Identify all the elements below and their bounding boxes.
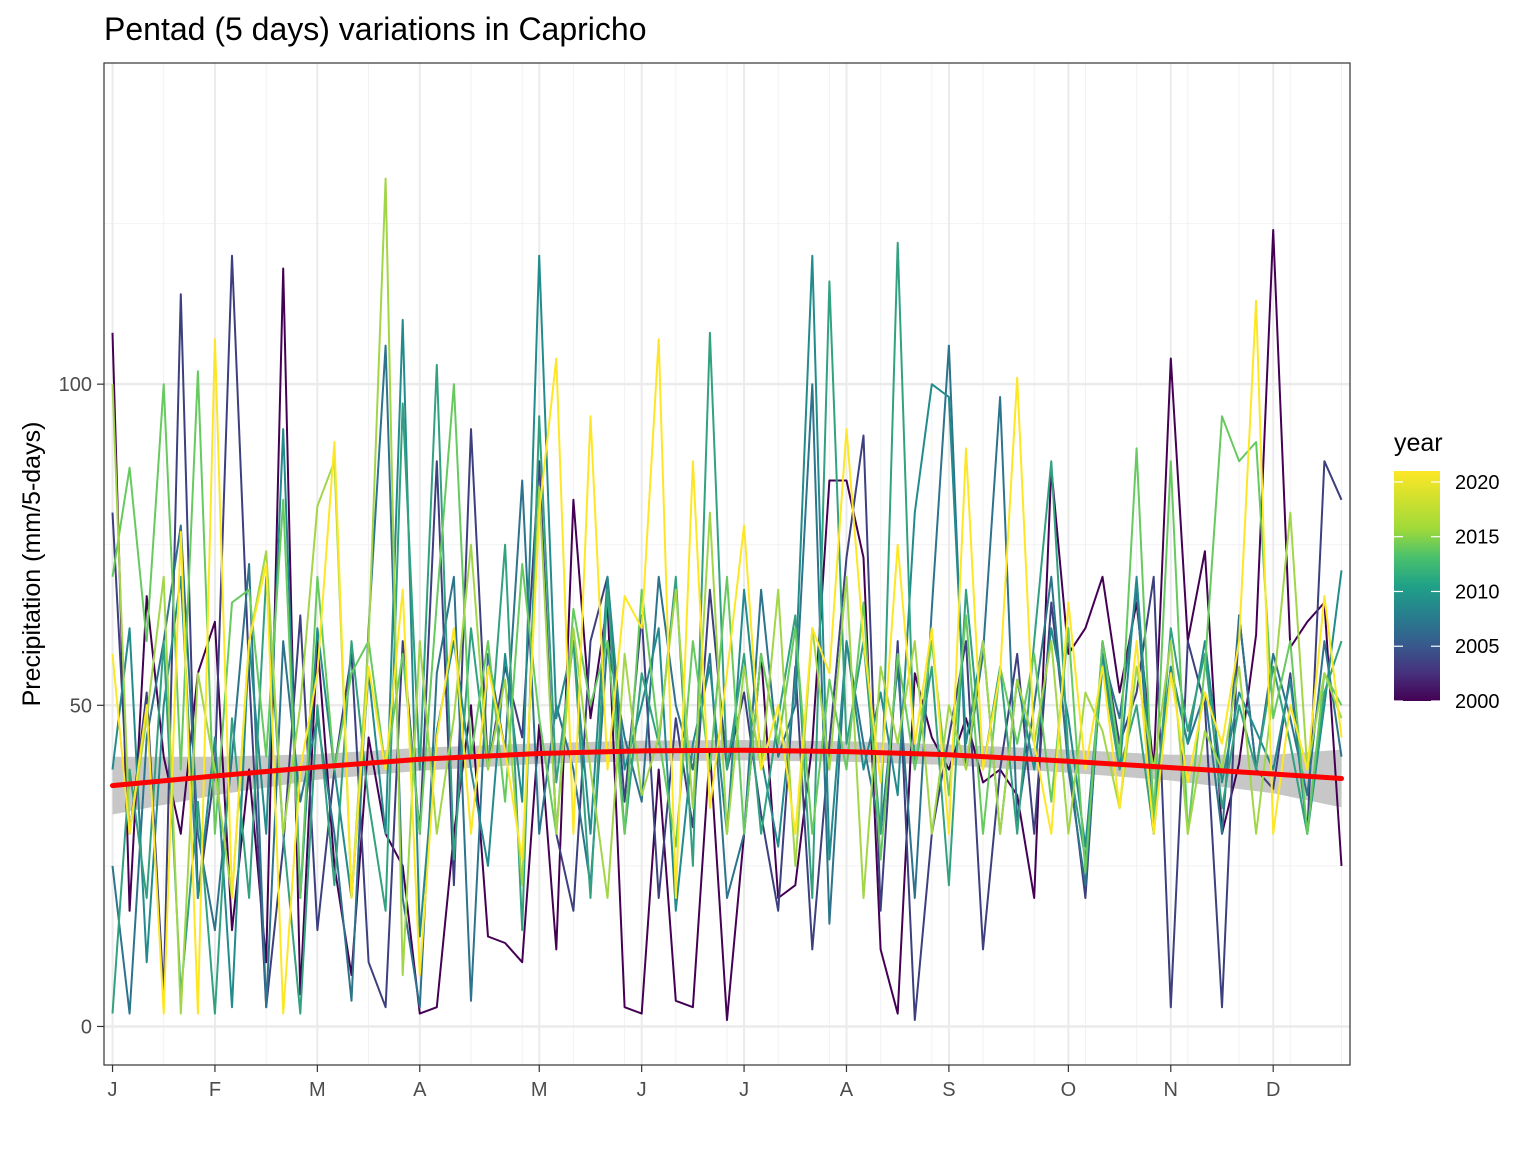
- chart-title: Pentad (5 days) variations in Capricho: [104, 11, 647, 47]
- x-tick-label: J: [739, 1079, 749, 1101]
- series-line-2012: [111, 241, 1343, 1015]
- y-tick-label: 0: [81, 1016, 92, 1038]
- legend-label: 2020: [1455, 472, 1500, 494]
- legend-title: year: [1394, 429, 1443, 457]
- x-tick-label: M: [309, 1079, 326, 1101]
- series-line-2018: [111, 177, 1343, 1015]
- y-axis-label: Precipitation (mm/5-days): [18, 422, 46, 707]
- legend-label: 2015: [1455, 527, 1500, 549]
- legend: year 2000 2005 2010 2015 2020: [1394, 429, 1500, 713]
- series-line-2016: [111, 370, 1343, 899]
- trend-line: [110, 747, 1344, 789]
- x-tick-label: S: [942, 1079, 955, 1101]
- y-tick-label: 50: [70, 695, 92, 717]
- y-tick-label: 100: [59, 374, 92, 396]
- legend-label: 2010: [1455, 581, 1500, 603]
- panel-border: [103, 62, 1351, 1066]
- x-tick-label: A: [840, 1079, 854, 1101]
- legend-colorbar: [1394, 471, 1440, 701]
- x-tick-label: A: [413, 1079, 427, 1101]
- x-tick-label: N: [1164, 1079, 1178, 1101]
- series-line-2021: [111, 299, 1343, 1015]
- x-tick-label: J: [637, 1079, 647, 1101]
- x-tick-label: J: [108, 1079, 118, 1101]
- legend-ticks: 2000 2005 2010 2015 2020: [1394, 472, 1500, 713]
- legend-label: 2000: [1455, 691, 1500, 713]
- series-layer: [111, 177, 1343, 1021]
- legend-label: 2005: [1455, 636, 1500, 658]
- y-axis: 0 50 100: [59, 374, 104, 1038]
- trend-layer: [110, 747, 1344, 789]
- x-tick-label: M: [531, 1079, 548, 1101]
- x-tick-label: F: [209, 1079, 221, 1101]
- x-tick-label: D: [1266, 1079, 1280, 1101]
- x-tick-label: O: [1061, 1079, 1077, 1101]
